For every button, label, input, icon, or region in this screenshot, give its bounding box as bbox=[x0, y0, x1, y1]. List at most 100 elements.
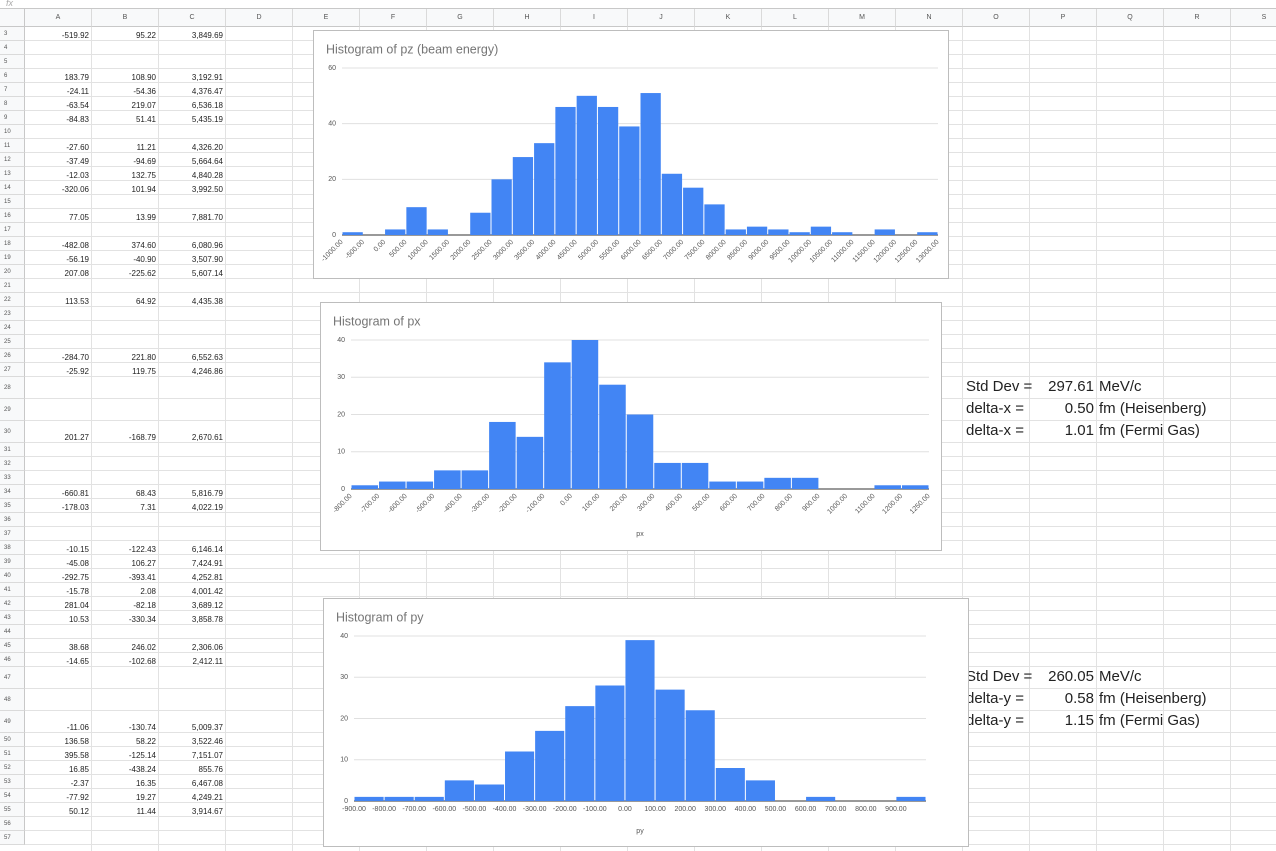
cell[interactable]: 77.05 bbox=[68, 213, 89, 222]
column-header[interactable]: G bbox=[427, 9, 494, 27]
cell[interactable]: -438.24 bbox=[128, 765, 156, 774]
row-header[interactable]: 18 bbox=[0, 237, 25, 251]
cell[interactable]: 10.53 bbox=[68, 615, 89, 624]
row-header[interactable]: 50 bbox=[0, 733, 25, 747]
cell[interactable]: 16.85 bbox=[68, 765, 89, 774]
cell[interactable]: 51.41 bbox=[135, 115, 156, 124]
row-header[interactable]: 12 bbox=[0, 153, 25, 167]
row-header[interactable]: 47 bbox=[0, 667, 25, 689]
cell[interactable]: 374.60 bbox=[131, 241, 156, 250]
row-header[interactable]: 38 bbox=[0, 541, 25, 555]
column-header[interactable]: N bbox=[896, 9, 963, 27]
column-header[interactable]: O bbox=[963, 9, 1030, 27]
cell[interactable]: 5,664.64 bbox=[191, 157, 223, 166]
row-header[interactable]: 31 bbox=[0, 443, 25, 457]
cell[interactable]: 7,424.91 bbox=[191, 559, 223, 568]
cell[interactable]: 246.02 bbox=[131, 643, 156, 652]
column-header[interactable]: K bbox=[695, 9, 762, 27]
cell[interactable]: 3,849.69 bbox=[191, 31, 223, 40]
cell[interactable]: -660.81 bbox=[61, 489, 89, 498]
cell[interactable]: 6,536.18 bbox=[191, 101, 223, 110]
row-header[interactable]: 25 bbox=[0, 335, 25, 349]
row-header[interactable]: 17 bbox=[0, 223, 25, 237]
cell[interactable]: 183.79 bbox=[64, 73, 89, 82]
column-header[interactable]: R bbox=[1164, 9, 1231, 27]
cell[interactable]: -56.19 bbox=[66, 255, 89, 264]
cell[interactable]: 6,552.63 bbox=[191, 353, 223, 362]
cell[interactable]: -122.43 bbox=[128, 545, 156, 554]
cell[interactable]: -27.60 bbox=[66, 143, 89, 152]
cell[interactable]: -168.79 bbox=[128, 433, 156, 442]
cell[interactable]: 4,376.47 bbox=[191, 87, 223, 96]
cell[interactable]: 4,326.20 bbox=[191, 143, 223, 152]
cell[interactable]: -284.70 bbox=[61, 353, 89, 362]
cell[interactable]: 58.22 bbox=[135, 737, 156, 746]
row-header[interactable]: 13 bbox=[0, 167, 25, 181]
cell[interactable]: -63.54 bbox=[66, 101, 89, 110]
cell[interactable]: -45.08 bbox=[66, 559, 89, 568]
cell[interactable]: 13.99 bbox=[135, 213, 156, 222]
row-header[interactable]: 7 bbox=[0, 83, 25, 97]
cell[interactable]: 3,689.12 bbox=[191, 601, 223, 610]
cell[interactable]: 201.27 bbox=[64, 433, 89, 442]
corner[interactable] bbox=[0, 9, 25, 27]
cell[interactable]: -330.34 bbox=[128, 615, 156, 624]
cell[interactable]: 38.68 bbox=[68, 643, 89, 652]
cell[interactable]: 95.22 bbox=[135, 31, 156, 40]
cell[interactable]: 4,246.86 bbox=[191, 367, 223, 376]
row-header[interactable]: 45 bbox=[0, 639, 25, 653]
cell[interactable]: 4,249.21 bbox=[191, 793, 223, 802]
cell[interactable]: 6,080.96 bbox=[191, 241, 223, 250]
column-header[interactable]: C bbox=[159, 9, 226, 27]
cell[interactable]: 106.27 bbox=[131, 559, 156, 568]
cell[interactable]: -24.11 bbox=[66, 87, 89, 96]
row-header[interactable]: 57 bbox=[0, 831, 25, 845]
row-header[interactable]: 52 bbox=[0, 761, 25, 775]
column-header[interactable]: A bbox=[25, 9, 92, 27]
row-header[interactable]: 24 bbox=[0, 321, 25, 335]
cell[interactable]: 4,252.81 bbox=[191, 573, 223, 582]
row-header[interactable]: 23 bbox=[0, 307, 25, 321]
cell[interactable]: -54.36 bbox=[133, 87, 156, 96]
row-header[interactable]: 21 bbox=[0, 279, 25, 293]
cell[interactable]: 2,412.11 bbox=[192, 657, 223, 666]
cell[interactable]: -15.78 bbox=[66, 587, 89, 596]
cell[interactable]: 68.43 bbox=[135, 489, 156, 498]
row-header[interactable]: 32 bbox=[0, 457, 25, 471]
cell[interactable]: 50.12 bbox=[68, 807, 89, 816]
row-header[interactable]: 22 bbox=[0, 293, 25, 307]
cell[interactable]: 6,467.08 bbox=[191, 779, 223, 788]
column-header[interactable]: B bbox=[92, 9, 159, 27]
row-header[interactable]: 33 bbox=[0, 471, 25, 485]
row-header[interactable]: 35 bbox=[0, 499, 25, 513]
row-header[interactable]: 6 bbox=[0, 69, 25, 83]
column-header[interactable]: L bbox=[762, 9, 829, 27]
cell[interactable]: 221.80 bbox=[131, 353, 156, 362]
cell[interactable]: -2.37 bbox=[70, 779, 89, 788]
row-header[interactable]: 11 bbox=[0, 139, 25, 153]
row-header[interactable]: 26 bbox=[0, 349, 25, 363]
cell[interactable]: -40.90 bbox=[133, 255, 156, 264]
row-header[interactable]: 19 bbox=[0, 251, 25, 265]
cell[interactable]: 5,816.79 bbox=[191, 489, 223, 498]
cell[interactable]: 5,009.37 bbox=[191, 723, 223, 732]
cell[interactable]: 219.07 bbox=[131, 101, 156, 110]
row-header[interactable]: 9 bbox=[0, 111, 25, 125]
column-header[interactable]: E bbox=[293, 9, 360, 27]
chart[interactable]: Histogram of px 0 10 20 30 40 -800.00 -700.00 -6… bbox=[320, 302, 942, 551]
column-header[interactable]: S bbox=[1231, 9, 1276, 27]
row-header[interactable]: 5 bbox=[0, 55, 25, 69]
cell[interactable]: 2,670.61 bbox=[191, 433, 223, 442]
row-header[interactable]: 41 bbox=[0, 583, 25, 597]
cell[interactable]: 4,840.28 bbox=[191, 171, 223, 180]
row-header[interactable]: 4 bbox=[0, 41, 25, 55]
cell[interactable]: 2,306.06 bbox=[191, 643, 223, 652]
row-header[interactable]: 3 bbox=[0, 27, 25, 41]
column-header[interactable]: J bbox=[628, 9, 695, 27]
cell[interactable]: 11.44 bbox=[136, 807, 156, 816]
row-header[interactable]: 43 bbox=[0, 611, 25, 625]
cell[interactable]: 7,881.70 bbox=[191, 213, 223, 222]
row-header[interactable]: 20 bbox=[0, 265, 25, 279]
row-header[interactable]: 10 bbox=[0, 125, 25, 139]
row-header[interactable]: 8 bbox=[0, 97, 25, 111]
